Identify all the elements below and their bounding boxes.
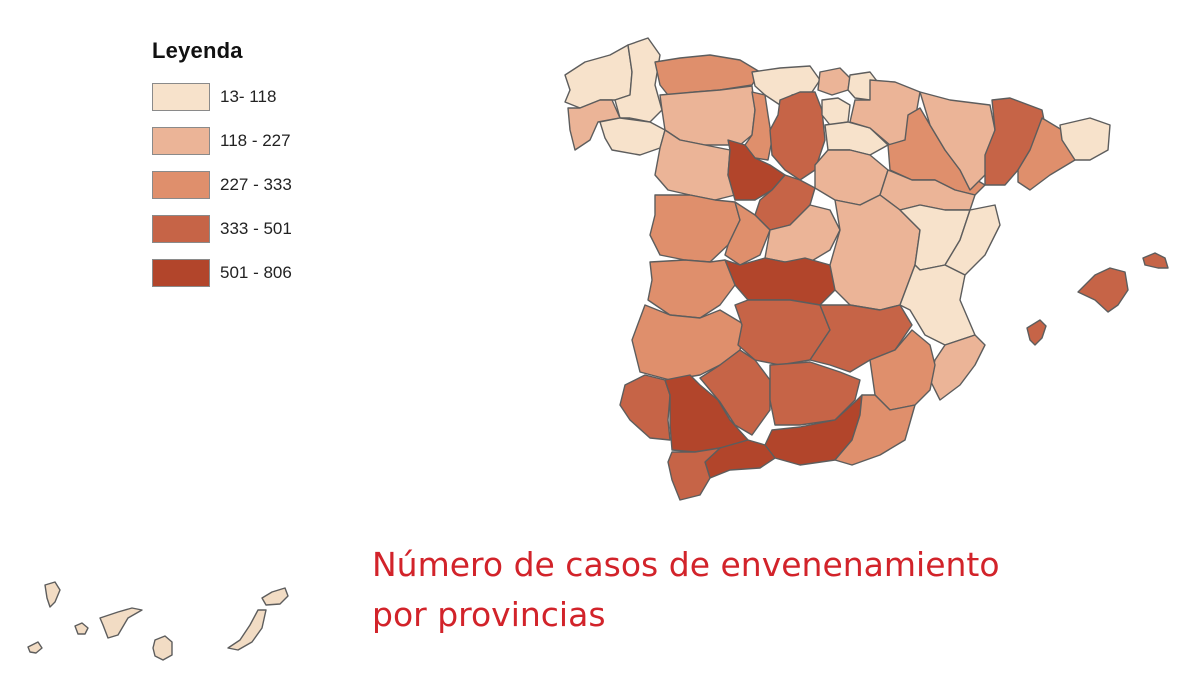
province-north-coast-3 — [817, 67, 851, 96]
legend-swatch — [152, 259, 210, 287]
canary-lanzarote — [261, 587, 289, 606]
map-caption: Número de casos de envenenamiento por pr… — [372, 540, 1000, 640]
balearic-mallorca — [1077, 267, 1129, 313]
canary-la-palma — [44, 581, 61, 608]
legend-item: 227 - 333 — [152, 170, 292, 200]
canary-el-hierro — [27, 641, 43, 654]
legend-item: 501 - 806 — [152, 258, 292, 288]
province-east-4 — [929, 334, 986, 401]
balearic-ibiza — [1026, 319, 1047, 346]
province-north-coast-1 — [654, 54, 761, 96]
legend-label: 118 - 227 — [220, 131, 291, 150]
province-north-inland-4 — [821, 97, 851, 126]
legend-title: Leyenda — [152, 38, 243, 63]
province-south-1 — [619, 374, 671, 441]
caption-line-2: por provincias — [372, 595, 606, 634]
legend-item: 333 - 501 — [152, 214, 292, 244]
province-north-inland-3 — [769, 91, 826, 181]
province-center-4 — [724, 257, 836, 306]
province-center-1 — [649, 194, 741, 263]
province-northwest-4 — [599, 117, 666, 156]
canary-la-gomera — [74, 622, 89, 635]
legend-swatch — [152, 83, 210, 111]
legend-item: 118 - 227 — [152, 126, 292, 156]
province-northeast-6 — [1059, 117, 1111, 161]
legend-label: 501 - 806 — [220, 263, 292, 282]
canary-gran-canaria — [152, 635, 173, 661]
legend-swatch — [152, 171, 210, 199]
province-north-inland-2 — [744, 91, 773, 161]
legend-label: 227 - 333 — [220, 175, 292, 194]
province-south-7 — [667, 447, 721, 501]
map-legend: Leyenda 13- 118 118 - 227 227 - 333 333 … — [152, 38, 292, 302]
legend-label: 13- 118 — [220, 87, 277, 106]
province-south-4 — [769, 361, 861, 426]
province-east-2 — [944, 204, 1001, 276]
province-southeast-2 — [834, 394, 916, 466]
province-north-inland-1 — [659, 85, 756, 146]
province-northeast-3 — [919, 91, 996, 191]
canary-tenerife — [99, 607, 143, 639]
legend-swatch — [152, 215, 210, 243]
balearic-menorca — [1142, 252, 1169, 269]
canary-fuerteventura — [227, 609, 267, 651]
legend-swatch — [152, 127, 210, 155]
legend-item: 13- 118 — [152, 82, 292, 112]
province-center-north-1 — [654, 129, 736, 201]
legend-label: 333 - 501 — [220, 219, 292, 238]
province-west-1 — [647, 259, 736, 319]
caption-line-1: Número de casos de envenenamiento — [372, 545, 1000, 584]
